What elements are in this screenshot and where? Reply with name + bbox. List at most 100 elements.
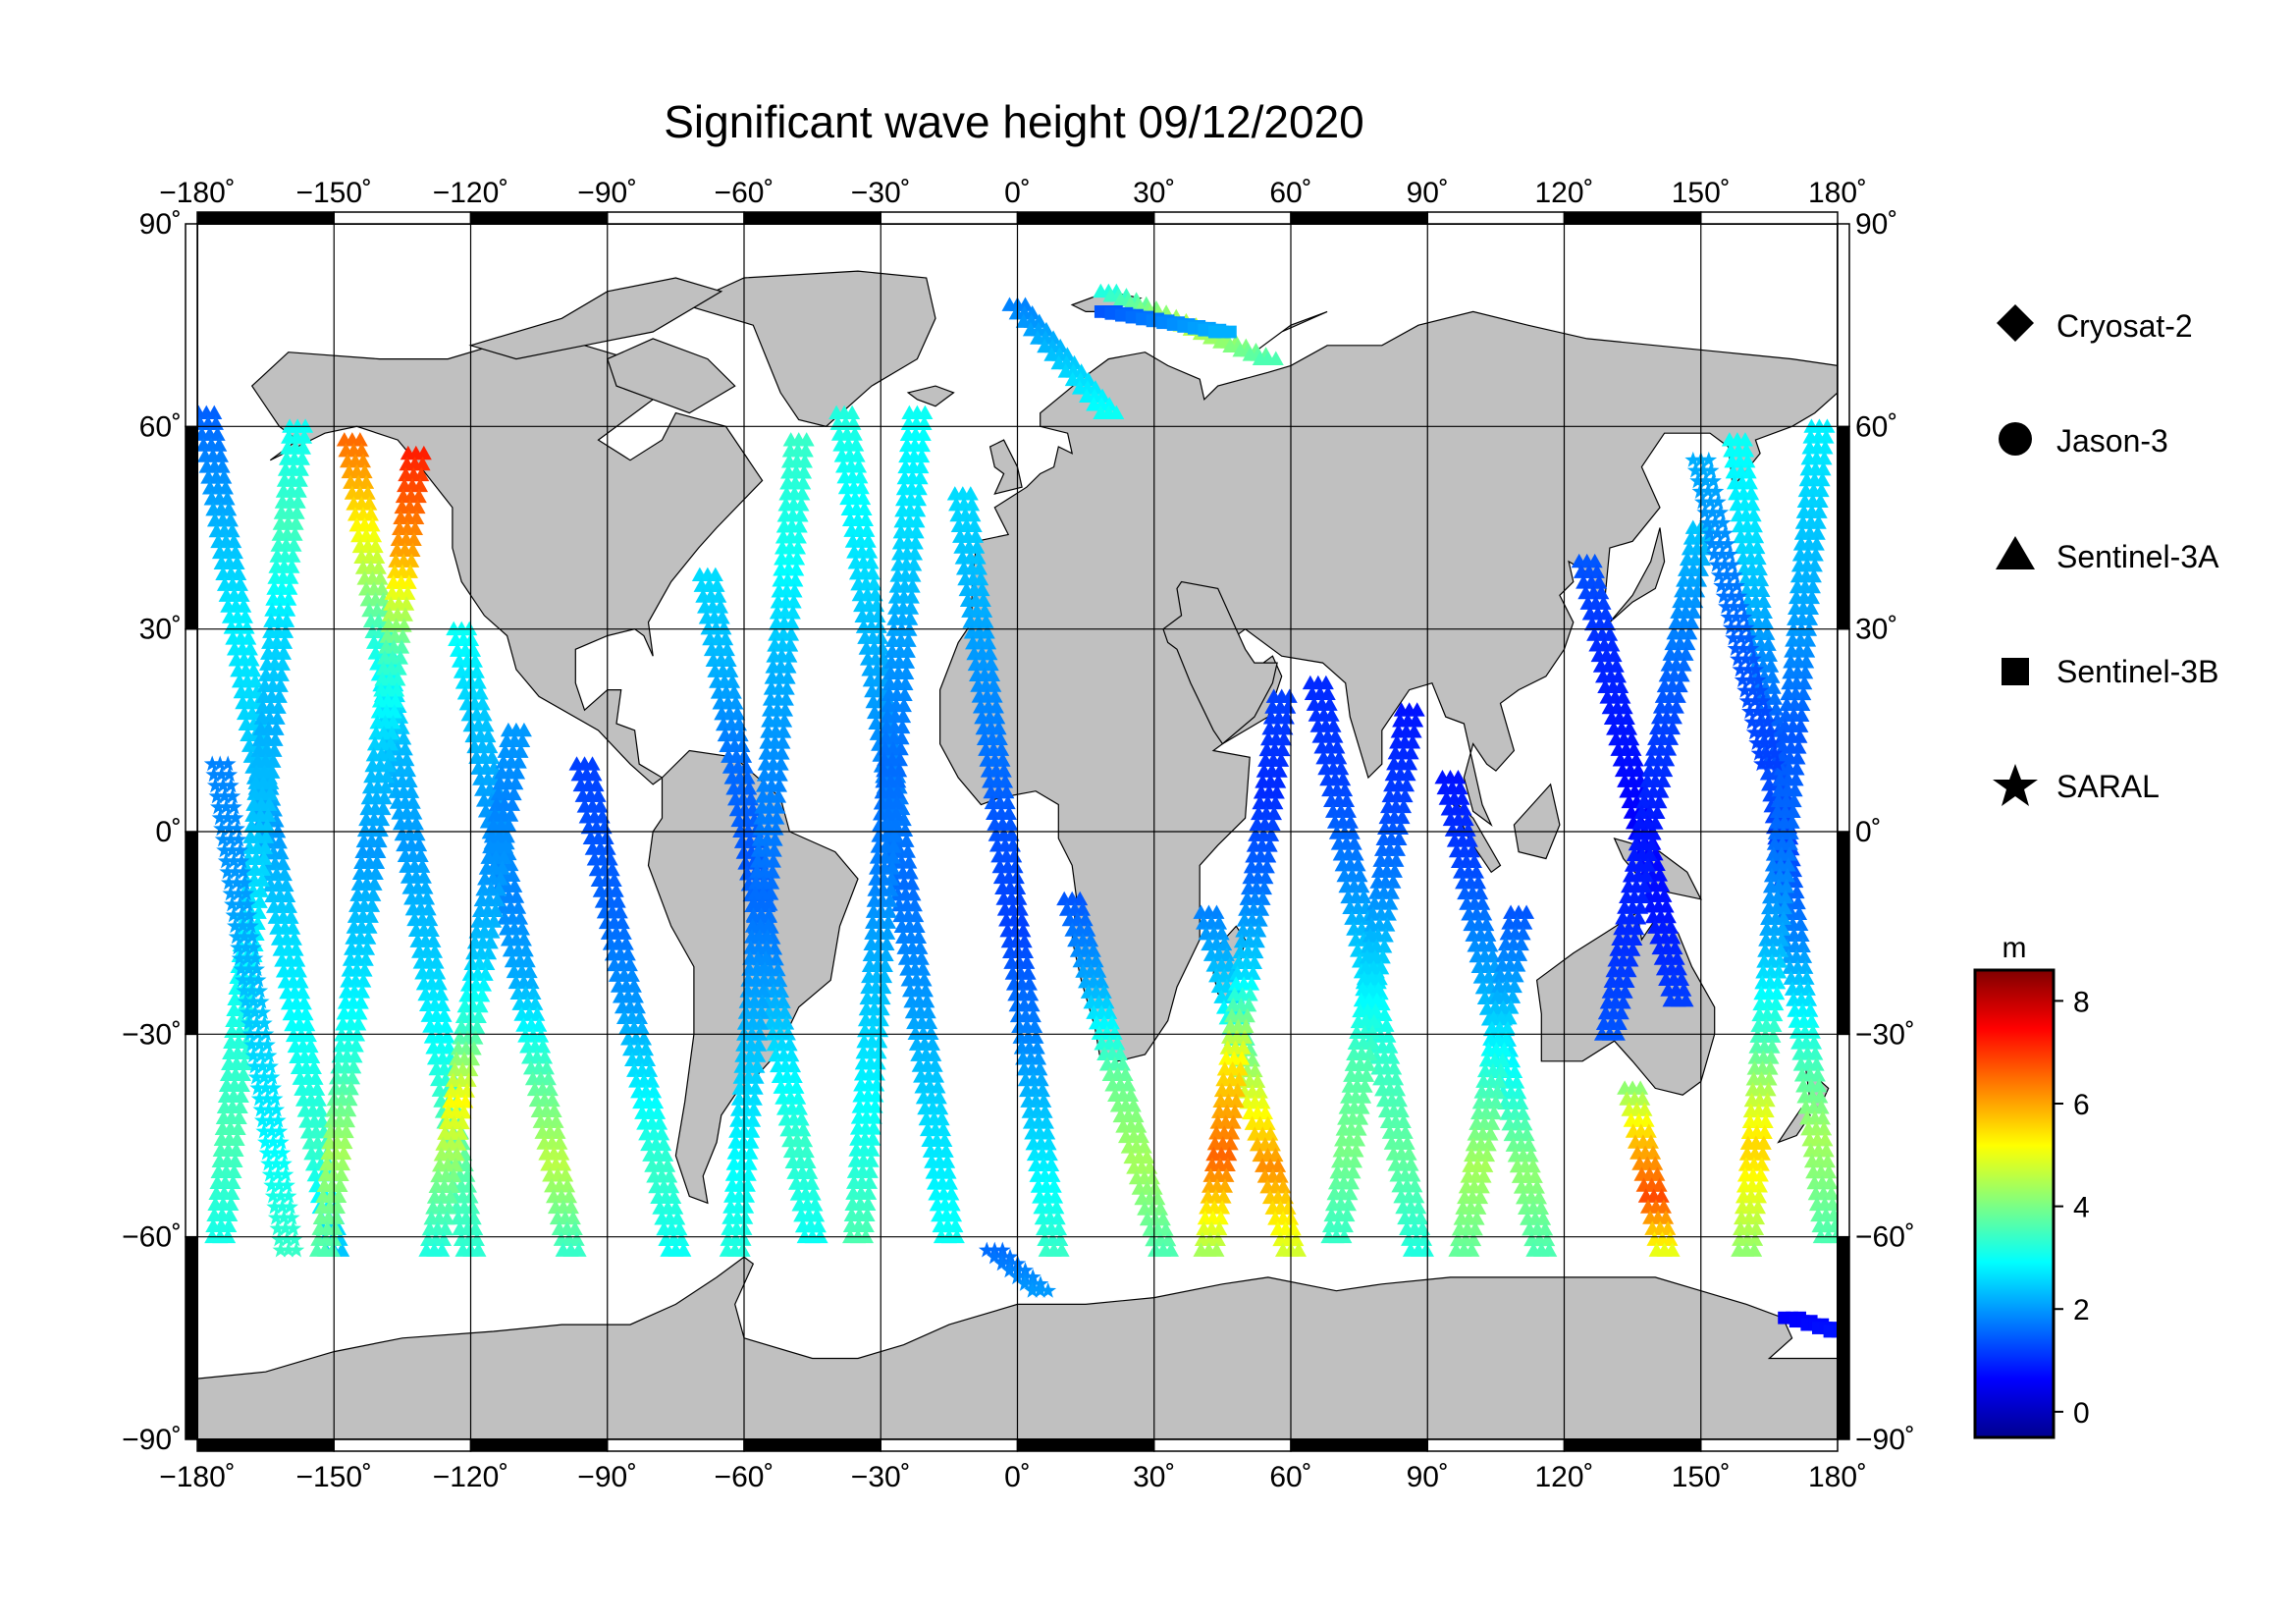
data-point bbox=[1031, 313, 1047, 328]
data-point bbox=[891, 762, 908, 778]
data-point bbox=[1755, 1135, 1772, 1150]
data-point bbox=[1753, 1157, 1770, 1171]
data-point bbox=[888, 795, 905, 810]
data-point bbox=[233, 852, 250, 869]
data-point bbox=[1472, 1189, 1489, 1205]
data-point bbox=[1769, 712, 1786, 727]
data-point bbox=[751, 1037, 768, 1052]
data-point bbox=[1812, 493, 1829, 509]
figure-title: Significant wave height 09/12/2020 bbox=[664, 96, 1364, 147]
data-point bbox=[1678, 992, 1694, 1007]
data-point bbox=[260, 1101, 278, 1117]
data-point bbox=[1011, 891, 1028, 905]
data-point bbox=[307, 1070, 324, 1085]
data-point bbox=[987, 688, 1003, 703]
data-point bbox=[1653, 784, 1670, 798]
data-point bbox=[1229, 1082, 1246, 1098]
data-point bbox=[1790, 739, 1807, 754]
data-point bbox=[638, 1041, 655, 1056]
data-point bbox=[272, 1241, 290, 1258]
data-point bbox=[1276, 730, 1293, 746]
x-tick-label: −30˚ bbox=[851, 1461, 911, 1493]
data-point bbox=[354, 984, 371, 999]
track bbox=[842, 405, 934, 1244]
data-point bbox=[1761, 724, 1779, 740]
data-point bbox=[1362, 1046, 1378, 1060]
data-point bbox=[252, 993, 270, 1009]
data-point bbox=[714, 610, 730, 624]
x-tick-label: 30˚ bbox=[1133, 1461, 1175, 1493]
data-point bbox=[1608, 658, 1625, 673]
data-point bbox=[222, 777, 240, 793]
data-point bbox=[372, 570, 389, 585]
data-point bbox=[1634, 1091, 1651, 1106]
data-point bbox=[1319, 685, 1336, 700]
data-point bbox=[364, 897, 381, 912]
data-point bbox=[1746, 517, 1763, 533]
data-point bbox=[874, 1001, 890, 1016]
data-point bbox=[1114, 1056, 1131, 1071]
data-point bbox=[1628, 752, 1644, 767]
data-point bbox=[1674, 667, 1690, 682]
data-point bbox=[278, 1230, 295, 1247]
data-point bbox=[1796, 948, 1813, 963]
data-point bbox=[917, 405, 934, 419]
data-point bbox=[1025, 1007, 1041, 1023]
data-point bbox=[1816, 1120, 1833, 1136]
data-point bbox=[916, 972, 933, 987]
data-point bbox=[379, 768, 396, 784]
data-point bbox=[402, 564, 419, 578]
data-point bbox=[263, 1176, 280, 1193]
data-point bbox=[1472, 885, 1489, 900]
data-point bbox=[260, 807, 277, 822]
star-icon bbox=[1993, 764, 2038, 806]
data-point bbox=[1694, 493, 1711, 510]
data-point bbox=[909, 513, 926, 528]
data-point bbox=[439, 1029, 455, 1044]
data-point bbox=[1663, 730, 1680, 745]
data-point bbox=[1816, 451, 1833, 465]
data-point bbox=[1450, 769, 1467, 784]
data-point bbox=[1666, 709, 1682, 725]
data-point bbox=[1045, 330, 1062, 345]
data-point bbox=[1627, 931, 1643, 947]
data-point bbox=[265, 1133, 282, 1150]
data-point bbox=[309, 1081, 326, 1096]
legend-label-saral: SARAL bbox=[2056, 769, 2160, 804]
data-point bbox=[656, 1136, 672, 1152]
data-point bbox=[219, 755, 237, 772]
data-point bbox=[1530, 1189, 1547, 1205]
data-point bbox=[1041, 1135, 1057, 1151]
data-point bbox=[270, 699, 287, 714]
x-tick-label: 120˚ bbox=[1534, 1461, 1593, 1493]
data-point bbox=[927, 1057, 943, 1072]
data-point bbox=[1212, 1210, 1229, 1225]
data-point bbox=[791, 1101, 808, 1115]
data-point bbox=[395, 628, 411, 643]
data-point bbox=[1674, 971, 1690, 987]
data-point bbox=[244, 1047, 262, 1063]
data-point bbox=[218, 798, 235, 815]
data-point bbox=[787, 572, 804, 587]
data-point bbox=[403, 784, 420, 798]
data-point bbox=[1747, 661, 1765, 677]
data-point bbox=[1511, 1084, 1527, 1100]
data-point bbox=[1700, 451, 1718, 467]
data-point bbox=[546, 1103, 562, 1117]
data-point bbox=[1805, 568, 1822, 583]
data-point bbox=[1586, 553, 1603, 568]
data-point bbox=[1786, 792, 1802, 808]
y-tick-label: 0˚ bbox=[1855, 816, 1882, 848]
data-point bbox=[1270, 1158, 1287, 1172]
data-point bbox=[1717, 524, 1734, 541]
data-point bbox=[350, 1016, 367, 1031]
data-point bbox=[205, 766, 223, 783]
data-point bbox=[969, 539, 986, 554]
data-point bbox=[1452, 780, 1468, 795]
data-point bbox=[1008, 869, 1025, 885]
data-point bbox=[740, 1166, 757, 1181]
data-point bbox=[1669, 950, 1685, 965]
data-point bbox=[1734, 672, 1751, 687]
data-point bbox=[1484, 1115, 1501, 1130]
data-point bbox=[229, 555, 245, 570]
